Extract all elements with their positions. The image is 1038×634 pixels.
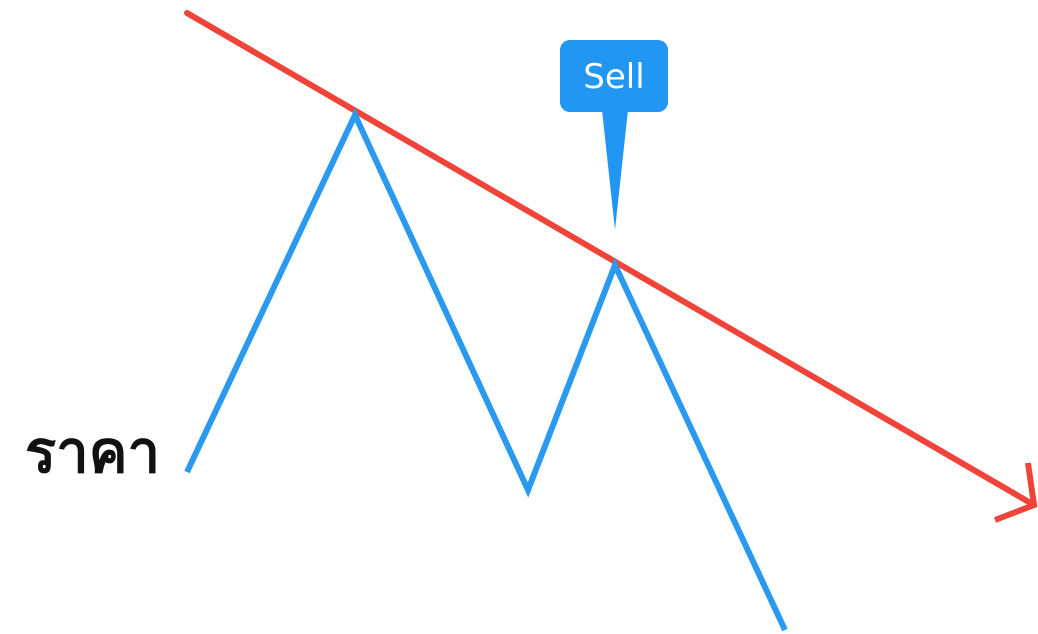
price-line: [184, 107, 788, 632]
sell-callout: Sell: [560, 40, 668, 230]
sell-label: Sell: [583, 57, 644, 97]
trend-line: [184, 10, 1037, 508]
sell-pointer: [602, 110, 628, 230]
sell-box: [560, 40, 668, 112]
price-label: ราคา: [25, 418, 160, 486]
trend-arrowhead: [993, 462, 1038, 523]
